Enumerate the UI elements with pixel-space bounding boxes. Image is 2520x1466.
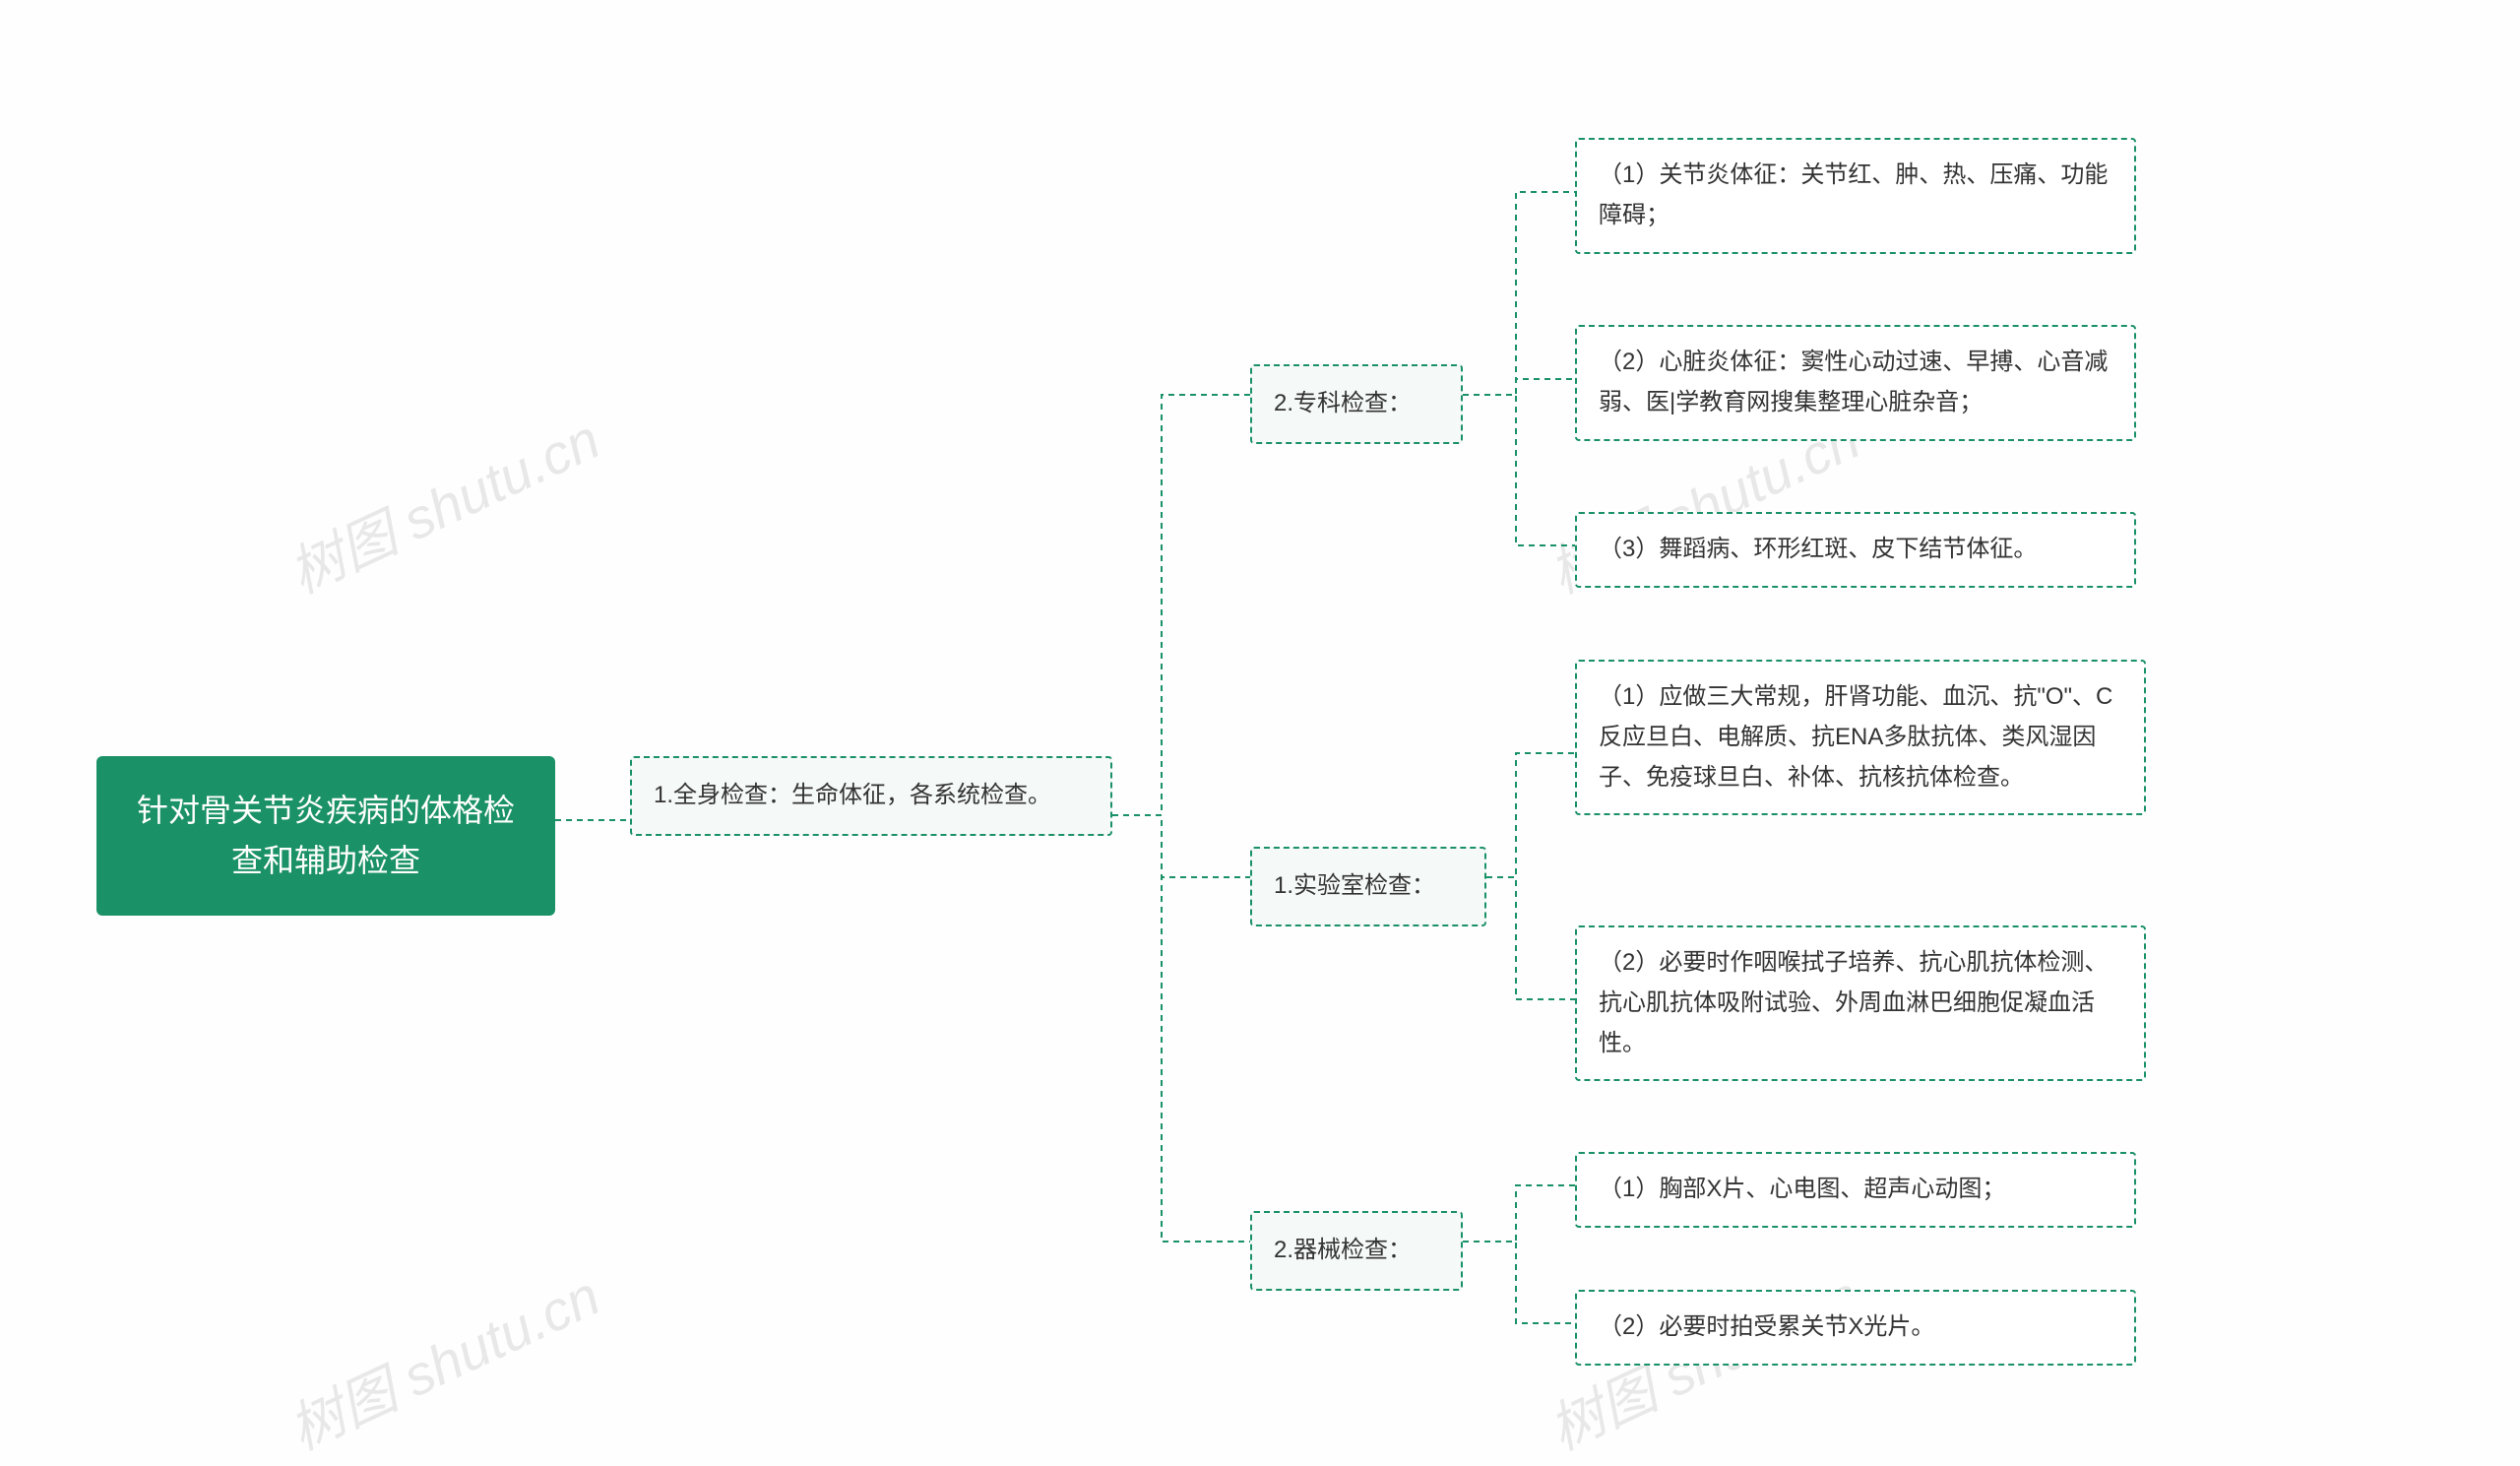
- watermark: 树图 shutu.cn: [275, 396, 611, 609]
- mindmap-leaf: （2）必要时作咽喉拭子培养、抗心肌抗体检测、抗心肌抗体吸附试验、外周血淋巴细胞促…: [1575, 925, 2146, 1081]
- mindmap-leaf: （3）舞蹈病、环形红斑、皮下结节体征。: [1575, 512, 2136, 588]
- node-label: 1.全身检查：生命体征，各系统检查。: [654, 782, 1051, 808]
- mindmap-leaf: （2）心脏炎体征：窦性心动过速、早搏、心音减弱、医|学教育网搜集整理心脏杂音；: [1575, 325, 2136, 441]
- leaf-label: （1）关节炎体征：关节红、肿、热、压痛、功能障碍；: [1599, 161, 2108, 228]
- mindmap-node-branch2: 2.专科检查：: [1250, 364, 1463, 444]
- leaf-label: （2）心脏炎体征：窦性心动过速、早搏、心音减弱、医|学教育网搜集整理心脏杂音；: [1599, 349, 2108, 415]
- node-label: 1.实验室检查：: [1274, 872, 1435, 899]
- mindmap-leaf: （2）必要时拍受累关节X光片。: [1575, 1290, 2136, 1366]
- mindmap-root: 针对骨关节炎疾病的体格检查和辅助检查: [96, 756, 555, 916]
- mindmap-leaf: （1）应做三大常规，肝肾功能、血沉、抗"O"、C反应旦白、电解质、抗ENA多肽抗…: [1575, 660, 2146, 815]
- watermark: 树图 shutu.cn: [275, 1252, 611, 1466]
- root-label: 针对骨关节炎疾病的体格检查和辅助检查: [137, 793, 515, 878]
- mindmap-node-branch4: 2.器械检查：: [1250, 1211, 1463, 1291]
- leaf-label: （1）应做三大常规，肝肾功能、血沉、抗"O"、C反应旦白、电解质、抗ENA多肽抗…: [1599, 683, 2112, 791]
- mindmap-node-branch3: 1.实验室检查：: [1250, 847, 1486, 926]
- mindmap-node-level1: 1.全身检查：生命体征，各系统检查。: [630, 756, 1112, 836]
- leaf-label: （2）必要时作咽喉拭子培养、抗心肌抗体检测、抗心肌抗体吸附试验、外周血淋巴细胞促…: [1599, 949, 2108, 1056]
- node-label: 2.器械检查：: [1274, 1237, 1412, 1263]
- node-label: 2.专科检查：: [1274, 390, 1412, 416]
- leaf-label: （2）必要时拍受累关节X光片。: [1599, 1313, 1934, 1340]
- leaf-label: （1）胸部X片、心电图、超声心动图；: [1599, 1176, 2005, 1202]
- mindmap-leaf: （1）关节炎体征：关节红、肿、热、压痛、功能障碍；: [1575, 138, 2136, 254]
- mindmap-leaf: （1）胸部X片、心电图、超声心动图；: [1575, 1152, 2136, 1228]
- leaf-label: （3）舞蹈病、环形红斑、皮下结节体征。: [1599, 536, 2037, 562]
